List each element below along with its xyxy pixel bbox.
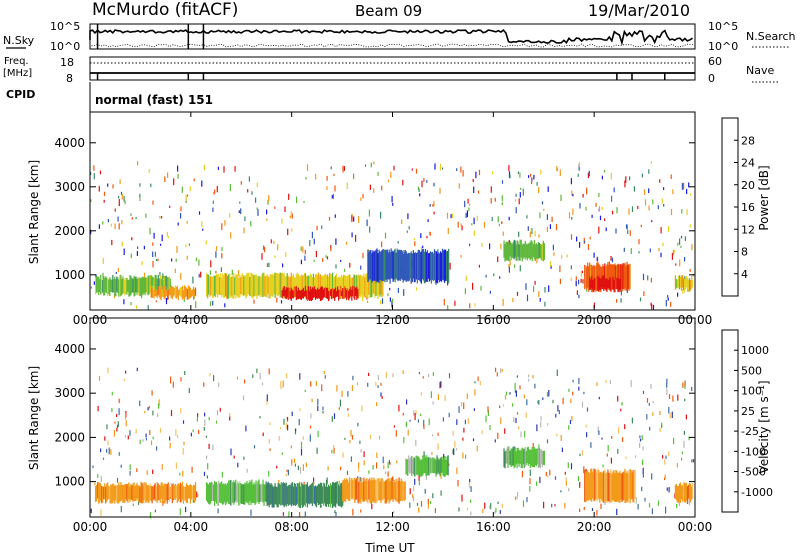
velocity-colorbar-label: Velocity [m s⁻¹] (757, 380, 771, 473)
y-tick-label: 1000 (54, 268, 85, 282)
y-tick-label: 2000 (54, 224, 85, 238)
power-data (90, 161, 694, 310)
colorbar-tick-label: 1000 (741, 344, 769, 357)
colorbar-tick-label: -100 (741, 445, 766, 458)
echo-region (589, 275, 621, 293)
freq-label-2: [MHz] (3, 68, 32, 79)
echo-region (405, 455, 449, 477)
colorbar-tick-label: 500 (741, 364, 762, 377)
nave-label: Nave (746, 64, 774, 77)
velocity-axes: 00:00 04:00 08:00 12:00 16:00 20:00 00:00 1000 2… (54, 318, 712, 534)
beam-title: Beam 09 (355, 2, 422, 20)
colorbar-tick-label: 20 (741, 179, 755, 192)
echo-region (206, 272, 384, 299)
velocity-colorbar: 1000 500 100 25 -25 -100 -500 -1000 (721, 329, 773, 513)
power-colorbar: 4 8 12 16 20 24 28 (721, 117, 755, 297)
velocity-data (90, 367, 695, 519)
echo-region (150, 285, 197, 301)
colorbar-tick-label: 16 (741, 201, 755, 214)
power-colorbar-label: Power [dB] (757, 165, 771, 230)
y-tick-label: 2000 (54, 430, 85, 444)
freq-tick-top: 18 (60, 56, 74, 69)
echo-region (266, 481, 344, 509)
colorbar-tick-label: 12 (741, 223, 755, 236)
cpid-text: normal (fast) 151 (95, 93, 213, 107)
y-tick-label: 4000 (54, 342, 85, 356)
x-tick-label: 08:00 (274, 520, 309, 534)
velocity-panel: 00:00 04:00 08:00 12:00 16:00 20:00 00:00 1000 2… (27, 317, 712, 534)
colorbar-tick-label: 28 (741, 134, 755, 147)
echo-region (674, 274, 694, 293)
search-tick-top: 10^5 (708, 20, 738, 33)
x-tick-label: 00:00 (73, 520, 108, 534)
echo-region (503, 239, 545, 262)
y-tick-label: 4000 (54, 136, 85, 150)
echo-region (342, 477, 406, 504)
velocity-ylabel: Slant Range [km] (27, 366, 41, 470)
y-tick-label: 1000 (54, 475, 85, 489)
sky-label: N.Sky (3, 34, 35, 47)
echo-region (584, 468, 636, 504)
x-tick-label: 04:00 (174, 520, 209, 534)
search-label: N.Search (746, 30, 796, 43)
nave-tick-top: 60 (708, 55, 722, 68)
echo-region (674, 482, 694, 503)
echo-region (206, 479, 267, 506)
colorbar-tick-label: -500 (741, 466, 766, 479)
sky-line (89, 28, 693, 46)
x-tick-label: 20:00 (577, 520, 612, 534)
freq-tick-bottom: 8 (66, 72, 73, 85)
echo-region (95, 481, 197, 504)
sky-tick-top: 10^5 (50, 20, 80, 33)
echo-region (503, 446, 545, 469)
search-tick-bottom: 10^0 (708, 40, 738, 53)
station-title: McMurdo (fitACF) (92, 0, 238, 20)
nave-tick-bottom: 0 (708, 72, 715, 85)
freq-nave-panel: Freq. [MHz] 18 8 60 0 Nave (3, 55, 778, 85)
x-tick-label: 00:00 (678, 520, 713, 534)
cpid-label: CPID (6, 88, 35, 101)
colorbar-tick-label: 25 (741, 405, 755, 418)
x-tick-label: 12:00 (375, 520, 410, 534)
y-tick-label: 3000 (54, 386, 85, 400)
x-tick-label: 16:00 (476, 520, 511, 534)
freq-label-1: Freq. (4, 56, 29, 67)
colorbar-tick-label: 24 (741, 157, 755, 170)
colorbar-tick-label: -1000 (741, 486, 773, 499)
freq-trace (90, 62, 695, 80)
sky-tick-bottom: 10^0 (50, 40, 80, 53)
colorbar-tick-label: -25 (741, 425, 759, 438)
y-tick-label: 3000 (54, 180, 85, 194)
sky-trace (89, 24, 696, 49)
search-line (89, 43, 696, 48)
date-title: 19/Mar/2010 (588, 1, 690, 20)
colorbar-tick-label: 4 (741, 268, 748, 281)
echo-region (367, 248, 450, 284)
colorbar-tick-label: 100 (741, 385, 762, 398)
power-ylabel: Slant Range [km] (27, 160, 41, 264)
colorbar-tick-label: 8 (741, 246, 748, 259)
sky-search-panel: N.Sky 10^5 10^0 10^5 10^0 N.Search (3, 20, 796, 53)
x-axis-label: Time UT (364, 541, 415, 554)
power-panel: 00:00 04:00 08:00 12:00 16:00 20:00 00:0010002… (27, 111, 712, 327)
echo-region (281, 285, 359, 302)
